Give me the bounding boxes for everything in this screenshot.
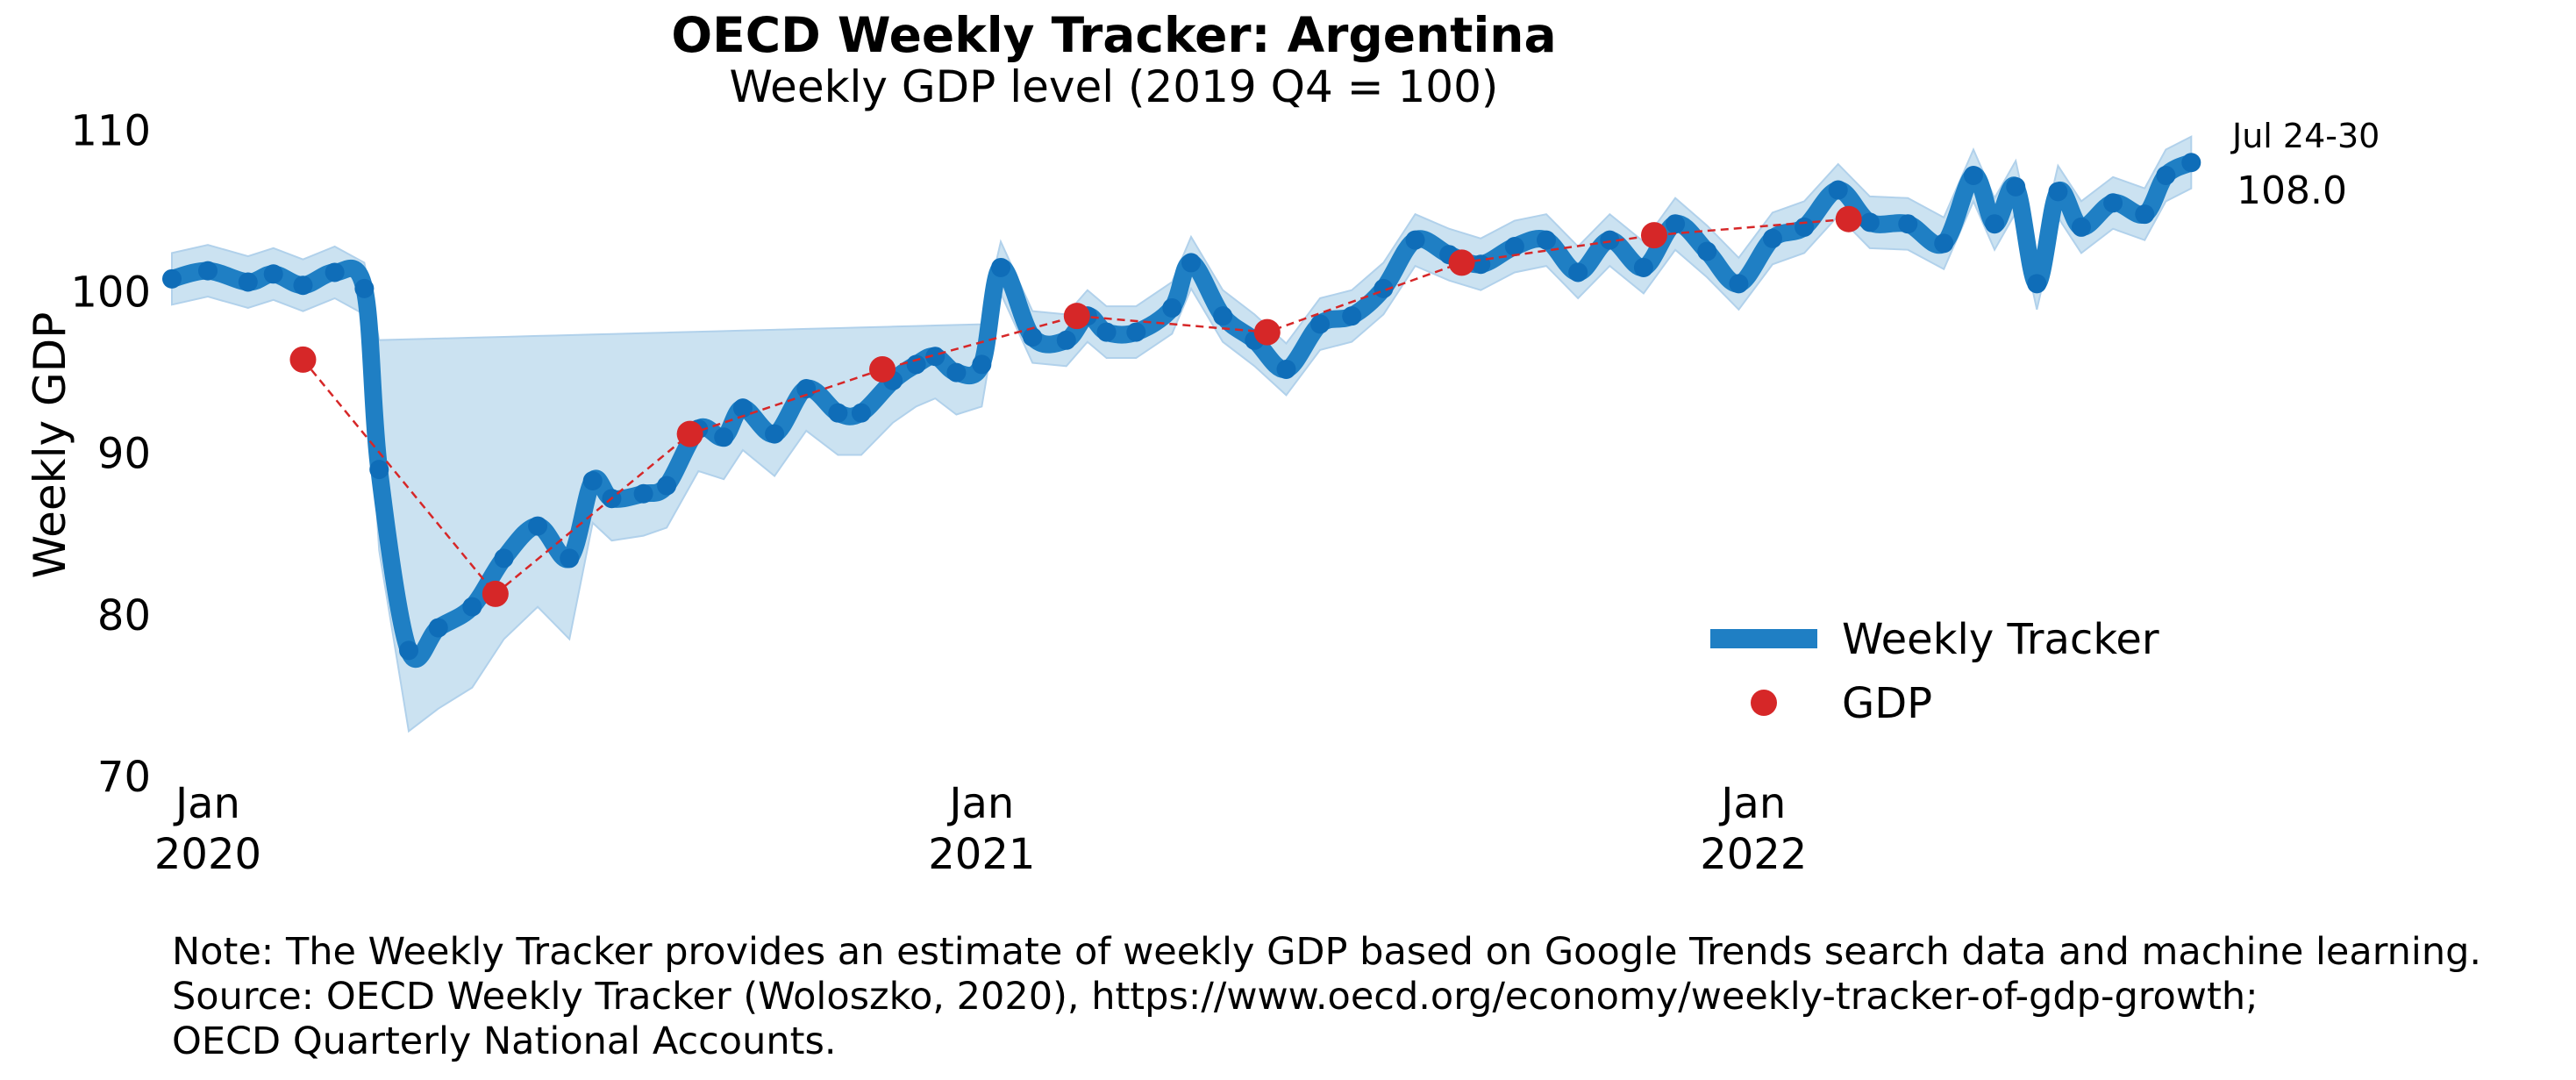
tracker-point (462, 597, 482, 617)
tracker-point (633, 483, 653, 504)
tracker-point (494, 548, 514, 569)
tracker-point (1471, 254, 1491, 275)
y-tick-label: 100 (70, 268, 151, 318)
legend-gdp-swatch (1751, 690, 1777, 716)
tracker-point (1828, 180, 1848, 200)
tracker-point (851, 403, 871, 423)
gdp-marker (1448, 249, 1475, 276)
tracker-point (1162, 297, 1182, 318)
tracker-point (972, 354, 992, 375)
tracker-point (325, 262, 345, 283)
tracker-point (765, 424, 785, 444)
tracker-point (354, 278, 375, 298)
tracker-point (906, 354, 926, 375)
tracker-point (1537, 230, 1557, 250)
tracker-point (197, 261, 218, 281)
tracker-point (1181, 253, 1201, 273)
y-tick-label: 70 (97, 753, 151, 802)
tracker-point (1898, 214, 1918, 234)
note-block: Note: The Weekly Tracker provides an est… (172, 930, 2481, 1064)
gdp-marker (676, 420, 703, 447)
tracker-point (1096, 322, 1117, 342)
tracker-point (1859, 212, 1880, 232)
gdp-marker (1640, 222, 1667, 249)
gdp-marker (289, 346, 317, 373)
tracker-point (369, 460, 389, 480)
tracker-point (1729, 274, 1749, 294)
tracker-point (1342, 306, 1362, 326)
tracker-point (1934, 233, 1954, 254)
tracker-point (1633, 257, 1653, 277)
tracker-point (2071, 217, 2091, 237)
tracker-point (1697, 241, 1717, 261)
legend-gdp-label: GDP (1842, 679, 1932, 728)
tracker-point (828, 403, 848, 423)
tracker-point (714, 427, 734, 447)
tracker-point (560, 548, 580, 569)
x-tick-label: 2022 (1700, 830, 1807, 879)
tracker-point (2135, 204, 2155, 225)
tracker-point (263, 264, 283, 284)
chart-subtitle: Weekly GDP level (2019 Q4 = 100) (729, 61, 1499, 112)
end-value-annotation: 108.0 (2237, 168, 2347, 213)
tracker-point (1405, 230, 1425, 250)
tracker-point (1276, 359, 1296, 379)
tracker-point (238, 272, 258, 292)
tracker-point (1568, 262, 1588, 283)
tracker-point (1666, 214, 1686, 234)
gdp-marker (1253, 318, 1281, 346)
tracker-point (2027, 274, 2047, 294)
y-tick-label: 90 (97, 430, 151, 479)
tracker-point (1985, 214, 2005, 234)
tracker-point (1795, 217, 1815, 237)
tracker-point (796, 379, 817, 399)
y-tick-label: 80 (97, 591, 151, 640)
note-line: Note: The Weekly Tracker provides an est… (172, 930, 2482, 974)
tracker-point (657, 476, 677, 496)
tracker-point (1056, 330, 1076, 350)
tracker-point (1023, 327, 1043, 347)
tracker-point (2156, 165, 2176, 185)
tracker-point (2048, 182, 2068, 202)
chart-title: OECD Weekly Tracker: Argentina (671, 7, 1557, 63)
gdp-marker (1835, 205, 1862, 232)
tracker-point (925, 347, 945, 367)
y-axis-label: Weekly GDP (25, 312, 75, 579)
end-date-annotation: Jul 24-30 (2230, 117, 2380, 155)
y-tick-label: 110 (70, 106, 151, 155)
tracker-point (1600, 230, 1620, 250)
tracker-point (162, 268, 182, 289)
tracker-point (2181, 153, 2201, 173)
tracker-point (528, 516, 548, 536)
tracker-point (1504, 237, 1524, 256)
gdp-marker (482, 580, 509, 607)
tracker-point (399, 640, 419, 661)
tracker-point (946, 362, 967, 383)
gdp-connector-line (302, 218, 1849, 596)
source-line: Source: OECD Weekly Tracker (Woloszko, 2… (172, 975, 2258, 1019)
x-tick-label: Jan (173, 779, 240, 828)
x-tick-label: Jan (946, 779, 1014, 828)
tracker-point (293, 275, 313, 296)
legend-tracker-label: Weekly Tracker (1842, 615, 2159, 664)
x-tick-label: 2021 (928, 830, 1035, 879)
tracker-point (1310, 314, 1331, 334)
gdp-marker (869, 355, 896, 383)
x-tick-label: 2020 (154, 830, 261, 879)
tracker-point (2006, 176, 2026, 197)
tracker-point (1963, 165, 1983, 185)
tracker-point (732, 398, 753, 418)
source-line: OECD Quarterly National Accounts. (172, 1019, 837, 1063)
tracker-point (2103, 193, 2123, 213)
tracker-point (1213, 306, 1233, 326)
tracker-point (1126, 322, 1146, 342)
weekly-tracker-line (163, 154, 2201, 669)
tracker-point (1762, 228, 1782, 248)
tracker-point (428, 618, 448, 638)
tracker-point (991, 257, 1011, 277)
x-tick-label: Jan (1718, 779, 1786, 828)
tracker-point (582, 471, 603, 491)
gdp-marker (1063, 303, 1090, 330)
